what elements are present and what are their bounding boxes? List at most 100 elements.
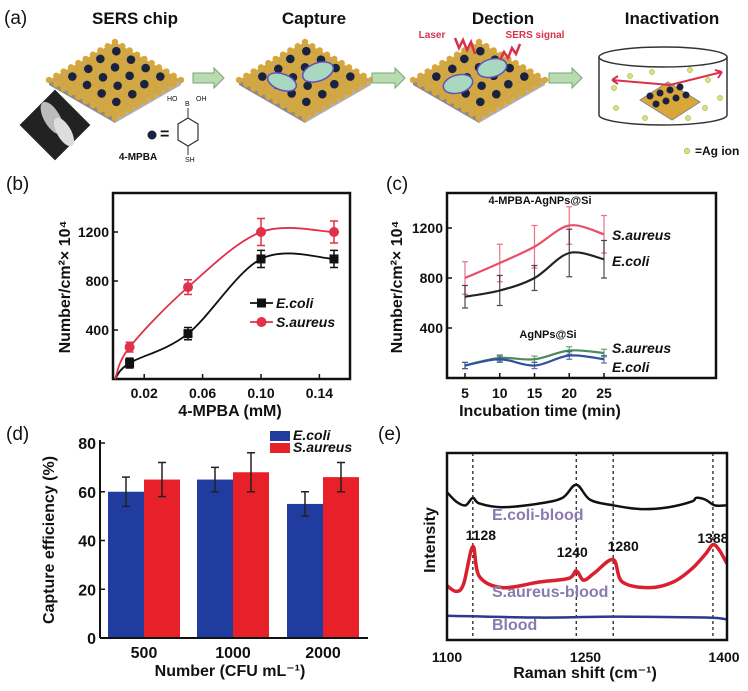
gold-nanoparticle: [279, 93, 287, 101]
gold-nanoparticle: [424, 76, 431, 84]
panel-e-chart: (e) Raman shift (cm⁻¹) Intensity E.coli-…: [378, 424, 740, 682]
process-arrow-1: [192, 66, 225, 90]
gold-nanoparticle: [148, 85, 155, 92]
panel-label-e: (e): [378, 424, 401, 445]
gold-nanoparticle: [155, 81, 163, 88]
panel-label-a: (a): [4, 8, 27, 29]
ag-ion-icon: [627, 73, 633, 79]
error-bar: [601, 239, 607, 279]
gold-nanoparticle: [468, 93, 475, 101]
data-point-E.coli: [125, 358, 135, 368]
molecule-name: 4-MPBA: [119, 152, 157, 163]
series-label-E.coli-blood: E.coli-blood: [492, 507, 584, 524]
gold-nanoparticle: [483, 43, 490, 50]
mpba-silver-nanoparticle: [112, 46, 121, 56]
ag-ion-icon: [702, 105, 708, 111]
spectrum-E.coli-blood: [446, 483, 727, 511]
gold-nanoparticle: [67, 89, 75, 96]
mpba-silver-nanoparticle: [492, 89, 501, 99]
molecule-equals: =: [160, 126, 169, 143]
gold-nanoparticle: [338, 59, 345, 67]
gold-nanoparticle: [541, 76, 549, 84]
gold-nanoparticle: [483, 110, 490, 117]
molecule-ho: HO: [167, 96, 178, 103]
bar-E.coli-2000: [287, 503, 323, 638]
x-tick-label-b: 0.10: [247, 385, 274, 401]
gold-nanoparticle: [104, 93, 111, 101]
gold-nanoparticle: [133, 102, 141, 109]
gold-nanoparticle: [475, 38, 483, 46]
gold-nanoparticle: [353, 68, 360, 75]
gold-nanoparticle: [534, 81, 541, 88]
x-tick-label-c: 25: [596, 385, 612, 401]
data-point-S.aureus: [329, 227, 339, 237]
x-tick-label-c: 5: [461, 385, 469, 401]
gold-nanoparticle: [170, 81, 177, 88]
gold-nanoparticle: [475, 106, 483, 113]
gold-nanoparticle: [439, 68, 446, 75]
mpba-silver-nanoparticle: [156, 72, 165, 81]
gold-nanoparticle: [505, 72, 512, 79]
error-bar: [566, 351, 573, 360]
silver-nanoparticle: [676, 83, 684, 91]
gold-nanoparticle: [360, 81, 367, 88]
gold-nanoparticle: [89, 76, 97, 84]
gold-nanoparticle: [133, 76, 141, 84]
data-point-S.aureus: [256, 227, 266, 237]
mpba-silver-nanoparticle: [84, 64, 93, 74]
gold-nanoparticle: [287, 64, 294, 71]
gold-nanoparticle: [512, 68, 519, 75]
y-axis-label-c: Number/cm²× 10⁴: [389, 220, 406, 353]
gold-nanoparticle: [519, 89, 527, 96]
gold-nanoparticle: [119, 93, 126, 101]
sers-chip-2: [235, 38, 375, 123]
plot-frame-e: [445, 451, 729, 642]
gold-nanoparticle: [475, 55, 483, 63]
gold-nanoparticle: [331, 89, 338, 96]
x-axis-label-e: Raman shift (cm⁻¹): [513, 665, 657, 682]
data-point-E.coli: [329, 254, 339, 264]
gold-nanoparticle: [111, 89, 119, 96]
ag-ion-icon: [685, 115, 691, 121]
ag-ion-icon: [705, 77, 711, 83]
gold-nanoparticle: [163, 76, 170, 84]
mpba-silver-nanoparticle: [126, 55, 136, 64]
laser-wave-icon: [453, 36, 477, 55]
gold-nanoparticle: [250, 68, 257, 75]
mpba-silver-nanoparticle: [330, 79, 339, 89]
gold-nanoparticle: [453, 102, 461, 109]
step-title-sers-chip: SERS chip: [92, 9, 178, 28]
gold-nanoparticle: [331, 97, 338, 105]
gold-nanoparticle: [294, 43, 301, 50]
gold-nanoparticle: [111, 72, 119, 79]
plot-frame-b: [111, 191, 352, 381]
x-tick-label-e: 1100: [432, 649, 463, 665]
series-label-Blood: Blood: [492, 617, 537, 634]
molecule-sh: SH: [185, 157, 195, 164]
gold-nanoparticle: [446, 55, 453, 63]
legend-marker: [256, 317, 267, 327]
gold-nanoparticle: [104, 59, 111, 67]
mpba-silver-nanoparticle: [476, 97, 485, 107]
gold-nanoparticle: [265, 85, 272, 92]
gold-nanoparticle: [505, 97, 512, 105]
gold-nanoparticle: [163, 85, 170, 92]
gold-nanoparticle: [345, 64, 353, 71]
x-tick-label-d: 2000: [305, 645, 341, 662]
error-bar: [247, 452, 255, 493]
y-tick-label-b: 400: [86, 322, 110, 338]
gold-nanoparticle: [119, 59, 126, 67]
panel-label-b: (b): [6, 174, 29, 195]
x-axis-label-c: Incubation time (min): [459, 403, 621, 420]
panel-label-d: (d): [6, 424, 29, 445]
gold-nanoparticle: [148, 76, 155, 84]
gold-nanoparticle: [155, 64, 163, 71]
gold-nanoparticle: [257, 64, 265, 71]
group-label-agnps: AgNPs@Si: [519, 329, 576, 341]
gold-nanoparticle: [119, 76, 126, 84]
x-tick-label-b: 0.02: [131, 385, 158, 401]
gold-nanoparticle: [53, 81, 60, 88]
mpba-silver-nanoparticle: [112, 97, 121, 107]
x-axis-label-d: Number (CFU mL⁻¹): [155, 663, 306, 680]
gold-nanoparticle: [453, 59, 461, 67]
